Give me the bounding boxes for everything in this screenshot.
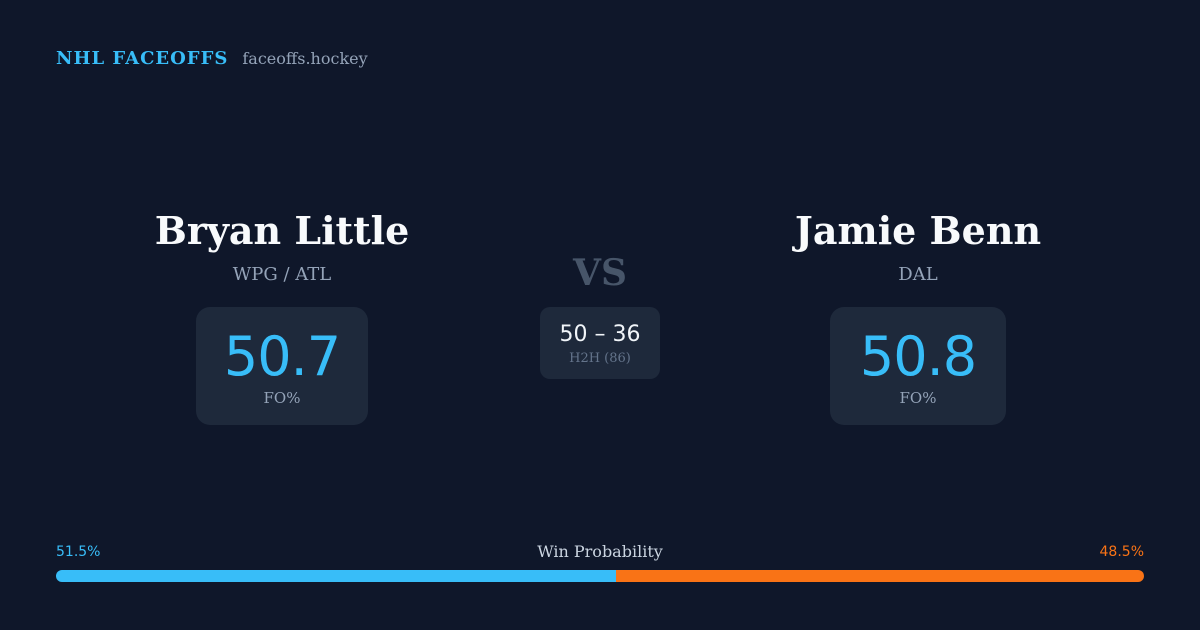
win-probability-title: Win Probability [537, 542, 663, 561]
vs-label: VS [573, 252, 627, 294]
win-probability-labels: 51.5% Win Probability 48.5% [56, 542, 1144, 564]
win-probability-bar [56, 570, 1144, 582]
player-left-team: WPG / ATL [232, 264, 332, 285]
head-to-head-score: 50 – 36 [559, 321, 641, 347]
player-left-faceoff-percentage: 50.7 [223, 325, 341, 388]
win-probability-right-value: 48.5% [1099, 544, 1144, 560]
win-probability-left-value: 51.5% [56, 544, 101, 560]
brand-header: NHL FACEOFFS faceoffs.hockey [56, 48, 368, 69]
player-right-name: Jamie Benn [794, 208, 1042, 253]
player-left-stat-label: FO% [263, 389, 301, 407]
win-probability: 51.5% Win Probability 48.5% [56, 542, 1144, 582]
head-to-head-label: H2H (86) [569, 350, 631, 366]
matchup-center: VS 50 – 36 H2H (86) [540, 250, 660, 379]
player-right-faceoff-percentage: 50.8 [859, 325, 977, 388]
player-right-stat-label: FO% [899, 389, 937, 407]
player-left-stat-card: 50.7 FO% [196, 307, 368, 425]
player-right-stat-card: 50.8 FO% [830, 307, 1006, 425]
win-probability-left-fill [56, 570, 617, 582]
win-probability-right-fill [616, 570, 1144, 582]
head-to-head-card: 50 – 36 H2H (86) [540, 307, 660, 379]
player-left-name: Bryan Little [154, 208, 410, 253]
brand-domain: faceoffs.hockey [242, 49, 368, 68]
player-right-team: DAL [898, 264, 938, 285]
player-left: Bryan Little WPG / ATL 50.7 FO% [82, 205, 482, 425]
player-right: Jamie Benn DAL 50.8 FO% [718, 205, 1118, 425]
brand-title: NHL FACEOFFS [56, 48, 229, 69]
